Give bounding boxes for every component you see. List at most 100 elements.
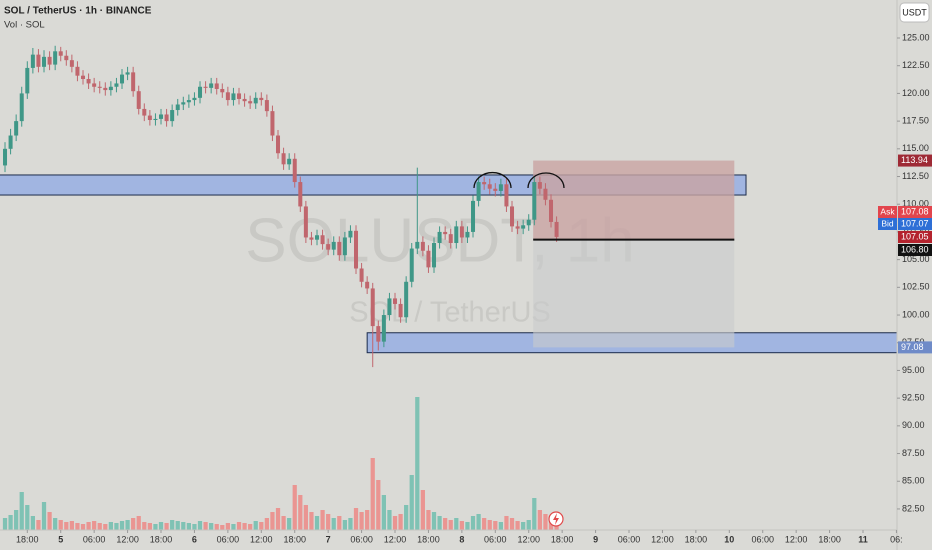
volume-bar bbox=[231, 524, 236, 530]
volume-bar bbox=[515, 521, 520, 530]
target-area bbox=[533, 239, 735, 348]
volume-bar bbox=[476, 514, 481, 530]
volume-bar bbox=[203, 522, 208, 530]
y-tick-label: 102.50 bbox=[902, 282, 930, 292]
currency-label[interactable]: USDT bbox=[902, 7, 927, 17]
candle-body bbox=[393, 298, 398, 304]
candle-body bbox=[320, 235, 325, 245]
volume-bar bbox=[437, 516, 442, 530]
x-tick-label: 06:00 bbox=[484, 534, 507, 544]
volume-bar bbox=[337, 516, 342, 530]
volume-bar bbox=[86, 522, 91, 530]
y-tick-label: 115.00 bbox=[902, 143, 929, 153]
x-tick-label: 18:00 bbox=[685, 534, 708, 544]
candle-body bbox=[86, 79, 91, 84]
x-tick-label: 18:00 bbox=[818, 534, 841, 544]
volume-bar bbox=[398, 514, 403, 530]
volume-bar bbox=[404, 505, 409, 530]
volume-bar bbox=[30, 516, 35, 530]
volume-bar bbox=[270, 512, 275, 530]
volume-bar bbox=[381, 495, 386, 530]
volume-bar bbox=[47, 512, 52, 530]
candle-body bbox=[426, 250, 431, 268]
candle-body bbox=[97, 86, 102, 88]
y-tick-label: 105.00 bbox=[902, 254, 930, 264]
x-tick-label: 6 bbox=[192, 534, 197, 544]
volume-bar bbox=[158, 522, 164, 530]
volume-bar bbox=[181, 522, 186, 530]
candle-body bbox=[554, 221, 559, 237]
candle-body bbox=[69, 60, 74, 67]
price-tag-box bbox=[878, 206, 897, 218]
x-tick-label: 12:00 bbox=[785, 534, 808, 544]
candle-body bbox=[354, 230, 359, 269]
candle-body bbox=[225, 92, 230, 101]
candle-body bbox=[409, 248, 414, 282]
y-tick-label: 92.50 bbox=[902, 393, 925, 403]
candle-body bbox=[175, 104, 180, 111]
volume-bar bbox=[64, 522, 69, 530]
candle-body bbox=[337, 241, 342, 256]
volume-bar bbox=[526, 520, 531, 530]
candle-body bbox=[248, 101, 253, 104]
volume-bar bbox=[415, 397, 420, 530]
volume-bar bbox=[225, 523, 230, 530]
candle-body bbox=[331, 241, 336, 250]
volume-bar bbox=[175, 521, 180, 530]
volume-bar bbox=[532, 498, 537, 530]
plot-area: SOLUSDT, 1h SOL / TetherUS bbox=[0, 45, 897, 530]
volume-bar bbox=[108, 522, 113, 530]
candle-body bbox=[348, 230, 353, 238]
y-tick-label: 120.00 bbox=[902, 88, 930, 98]
candle-body bbox=[131, 72, 136, 92]
volume-bar bbox=[498, 522, 503, 530]
volume-bar bbox=[136, 516, 141, 530]
volume-bar bbox=[342, 520, 347, 530]
volume-bar bbox=[58, 520, 63, 530]
volume-bar bbox=[170, 520, 175, 530]
candle-body bbox=[381, 315, 386, 342]
volume-bar bbox=[443, 518, 448, 530]
price-label: 107.07 bbox=[901, 218, 929, 228]
candle-body bbox=[487, 184, 492, 189]
volume-bar bbox=[420, 490, 425, 530]
candle-body bbox=[192, 97, 197, 101]
candle-body bbox=[376, 326, 381, 342]
volume-bar bbox=[409, 475, 414, 530]
candle-body bbox=[209, 83, 214, 88]
price-label: 106.80 bbox=[901, 244, 929, 254]
currency-button-box[interactable] bbox=[899, 2, 930, 23]
y-tick-label: 95.00 bbox=[902, 365, 925, 375]
candle-body bbox=[276, 135, 281, 154]
volume-bar bbox=[41, 502, 47, 530]
watermark-name: SOL / TetherUS bbox=[349, 297, 551, 329]
x-tick-label: 12:00 bbox=[517, 534, 540, 544]
x-tick-label: 18:00 bbox=[551, 534, 574, 544]
candle-body bbox=[186, 100, 191, 103]
volume-bar bbox=[287, 518, 292, 530]
arc-left bbox=[473, 171, 512, 189]
y-tick-label: 85.00 bbox=[902, 476, 925, 486]
volume-bar bbox=[459, 521, 464, 530]
candle-body bbox=[515, 226, 520, 229]
replay-icon[interactable] bbox=[548, 511, 564, 527]
volume-bar bbox=[186, 523, 191, 530]
volume-bar bbox=[359, 512, 364, 530]
candle-body bbox=[8, 135, 13, 149]
volume-bar bbox=[253, 521, 258, 530]
price-label: 113.94 bbox=[901, 155, 928, 165]
x-tick-label: 12:00 bbox=[384, 534, 407, 544]
volume-bar bbox=[2, 518, 8, 530]
currency-button[interactable]: USDT bbox=[899, 2, 930, 23]
x-tick-label: 18:00 bbox=[417, 534, 440, 544]
candle-body bbox=[370, 288, 375, 327]
volume bbox=[2, 397, 559, 530]
volume-bar bbox=[125, 520, 130, 530]
volume-bar bbox=[309, 512, 314, 530]
candle-body bbox=[120, 74, 125, 84]
volume-bar bbox=[242, 523, 247, 530]
volume-bar bbox=[303, 505, 308, 530]
price-label: 107.05 bbox=[901, 231, 929, 241]
